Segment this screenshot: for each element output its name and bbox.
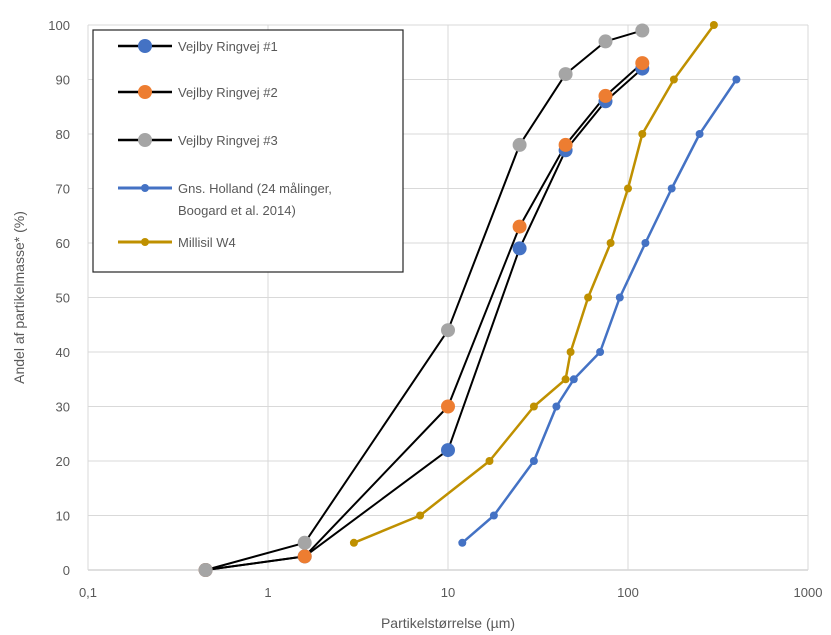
data-point <box>566 348 575 356</box>
data-point <box>569 375 578 384</box>
data-point <box>489 511 498 520</box>
data-point <box>667 184 676 193</box>
data-point <box>349 538 358 547</box>
data-point <box>669 75 678 84</box>
x-tick-label: 10 <box>441 585 455 600</box>
data-point <box>198 563 213 577</box>
data-point <box>558 137 573 152</box>
y-tick-label: 20 <box>56 454 70 469</box>
y-tick-label: 90 <box>56 73 70 88</box>
data-point <box>606 239 615 247</box>
data-point <box>416 511 425 520</box>
y-tick-label: 10 <box>56 509 70 524</box>
x-tick-label: 100 <box>617 585 639 600</box>
y-tick-label: 0 <box>63 563 70 578</box>
legend-label: Millisil W4 <box>178 235 236 250</box>
data-point <box>596 348 605 356</box>
legend-marker <box>141 238 149 246</box>
x-tick-label: 1 <box>264 585 271 600</box>
data-point <box>441 443 455 458</box>
y-tick-label: 50 <box>56 291 70 306</box>
y-tick-label: 30 <box>56 400 70 415</box>
legend: Vejlby Ringvej #1 Vejlby Ringvej #2 Vejlby… <box>92 29 404 273</box>
data-point <box>441 323 455 338</box>
legend-label: Vejlby Ringvej #1 <box>178 39 278 54</box>
series-line <box>461 78 738 544</box>
data-point <box>598 88 613 103</box>
data-point <box>512 241 527 256</box>
data-point <box>638 130 647 138</box>
data-point <box>732 75 741 84</box>
legend-box <box>92 29 404 273</box>
y-axis-title: Andel af partikelmasse* (%) <box>11 211 27 384</box>
data-point <box>485 457 494 465</box>
series-line <box>353 24 715 544</box>
data-point <box>641 239 650 247</box>
data-point <box>695 130 704 138</box>
y-tick-label: 80 <box>56 127 70 142</box>
data-point <box>529 402 538 411</box>
x-axis-title: Partikelstørrelse (µm) <box>381 615 515 631</box>
data-point <box>624 184 632 193</box>
legend-marker <box>141 184 149 192</box>
data-point <box>709 21 718 29</box>
x-tick-label: 1000 <box>794 585 823 600</box>
data-point <box>529 457 538 465</box>
legend-label: Vejlby Ringvej #3 <box>178 133 278 148</box>
x-axis-ticks: 0,1 1 10 100 1000 <box>79 585 823 600</box>
y-axis-ticks: 0 10 20 30 40 50 60 70 80 90 100 <box>48 18 70 578</box>
data-point <box>598 34 613 49</box>
legend-marker <box>138 39 152 53</box>
data-point <box>615 293 624 302</box>
data-point <box>561 375 570 384</box>
legend-label: Boogard et al. 2014) <box>178 203 296 218</box>
data-point <box>635 23 650 38</box>
legend-marker <box>138 133 152 147</box>
y-tick-label: 100 <box>48 18 70 33</box>
legend-label: Gns. Holland (24 målinger, <box>178 181 332 196</box>
x-tick-label: 0,1 <box>79 585 97 600</box>
data-point <box>584 293 593 302</box>
legend-label: Vejlby Ringvej #2 <box>178 85 278 100</box>
data-point <box>558 67 573 82</box>
data-point <box>297 535 312 550</box>
legend-marker <box>138 85 152 99</box>
data-point <box>635 56 650 71</box>
data-point <box>512 137 527 152</box>
y-tick-label: 70 <box>56 182 70 197</box>
series-markers <box>198 21 741 577</box>
grid <box>87 24 809 571</box>
y-tick-label: 60 <box>56 236 70 251</box>
data-point <box>297 549 312 564</box>
data-point <box>552 402 561 411</box>
data-point <box>512 219 527 234</box>
data-point <box>441 399 455 414</box>
y-tick-label: 40 <box>56 345 70 360</box>
data-point <box>458 538 467 547</box>
